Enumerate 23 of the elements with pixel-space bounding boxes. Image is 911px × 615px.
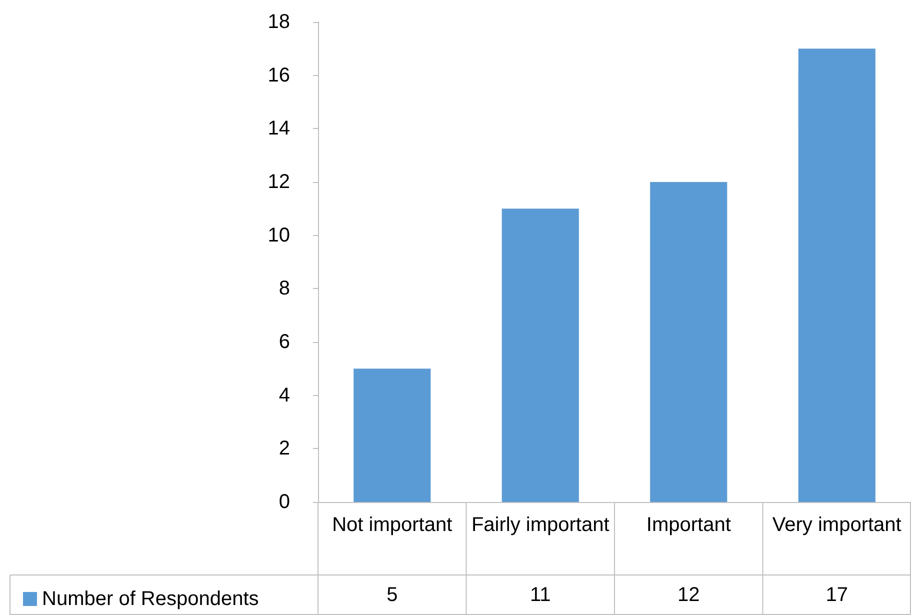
y-tick-label: 12 — [268, 171, 290, 193]
y-tick-label: 2 — [278, 438, 290, 460]
legend-label: Number of Respondents — [42, 588, 259, 610]
data-label: 17 — [826, 584, 848, 606]
y-tick-label: 10 — [268, 224, 290, 246]
y-tick-label: 16 — [268, 64, 290, 86]
bar — [650, 182, 728, 502]
bar — [354, 368, 431, 502]
x-tick-label: Not important — [332, 514, 453, 536]
y-tick-label: 18 — [268, 11, 290, 33]
bar — [502, 208, 579, 502]
y-tick-label: 0 — [278, 491, 290, 513]
x-tick-label: Fairly important — [471, 514, 610, 536]
bar — [798, 48, 876, 502]
x-tick-label: Very important — [772, 514, 902, 536]
x-tick-label: Important — [646, 514, 732, 536]
y-tick-label: 6 — [278, 331, 290, 353]
data-label: 11 — [530, 584, 551, 606]
data-label: 5 — [386, 584, 398, 606]
y-tick-label: 14 — [268, 118, 290, 140]
y-tick-label: 8 — [278, 278, 290, 300]
y-tick-label: 4 — [278, 384, 290, 406]
data-label: 12 — [678, 584, 700, 606]
